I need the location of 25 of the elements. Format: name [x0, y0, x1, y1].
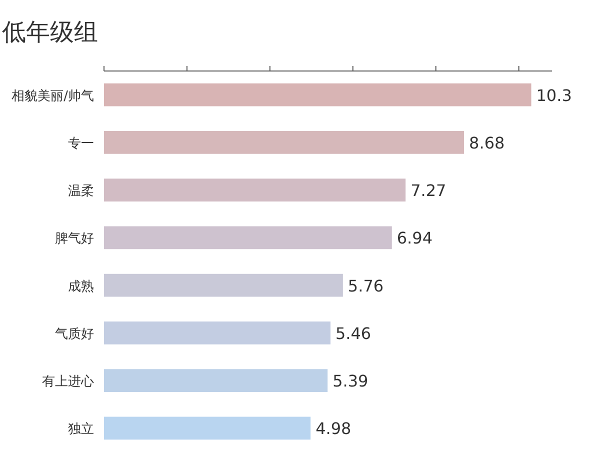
data-label: 10.3	[536, 86, 572, 105]
y-tick-label: 气质好	[55, 326, 94, 342]
y-tick-label: 成熟	[68, 279, 94, 294]
y-tick-label: 独立	[68, 421, 94, 438]
data-label: 5.76	[348, 276, 384, 296]
y-tick-label: 温柔	[68, 184, 94, 200]
y-tick-label: 有上进心	[42, 374, 94, 390]
data-label: 5.39	[332, 372, 368, 391]
data-label: 6.94	[396, 228, 433, 248]
bar	[104, 178, 406, 202]
data-label: 8.68	[469, 133, 505, 152]
bar	[104, 416, 311, 440]
y-tick-label: 相貌美丽/帅气	[12, 88, 94, 104]
chart-title: 低年级组	[2, 18, 98, 46]
bar	[104, 369, 328, 392]
bar	[104, 131, 464, 154]
bar	[104, 83, 532, 106]
y-tick-label: 专一	[68, 136, 94, 152]
y-tick-label: 脾气好	[55, 232, 94, 247]
data-label: 7.27	[410, 181, 446, 200]
data-label: 4.98	[316, 419, 352, 438]
data-label: 5.46	[335, 324, 372, 343]
bar	[104, 226, 392, 250]
bar	[104, 322, 330, 344]
bar	[104, 274, 343, 297]
